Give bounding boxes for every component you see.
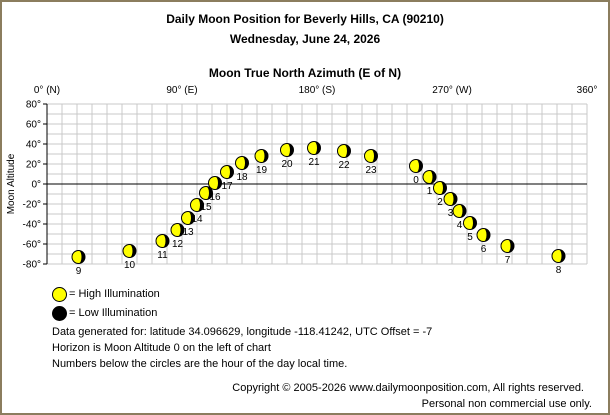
low-illumination-legend-label: = Low Illumination [69,307,158,319]
high-illumination-legend-label: = High Illumination [69,288,160,300]
hour-label: 15 [200,202,212,213]
hour-label: 11 [157,250,168,261]
hour-label: 3 [448,208,454,219]
y-axis-label: Moon Altitude [6,153,17,214]
moon-shadow-hour-3 [450,192,457,206]
y-tick-label: 20° [26,160,41,171]
hour-label: 13 [182,227,194,238]
moon-shadow-hour-22 [344,144,351,158]
x-tick-label: 180° (S) [299,85,336,96]
moon-shadow-hour-2 [440,181,447,195]
hour-label: 17 [221,181,233,192]
y-tick-label: -20° [23,200,41,211]
moon-shadow-hour-23 [371,149,378,163]
moon-shadow-hour-20 [287,143,294,157]
moon-shadow-hour-16 [215,176,222,190]
hour-label: 2 [437,197,443,208]
hour-label: 8 [556,265,562,276]
high-illumination-legend-dot [52,287,67,302]
moon-shadow-hour-17 [227,165,234,179]
moon-shadow-hour-1 [429,170,437,184]
note-hours: Numbers below the circles are the hour o… [52,358,348,370]
moon-shadow-hour-12 [177,223,184,237]
moon-shadow-hour-21 [314,141,321,155]
moon-shadow-hour-0 [416,159,423,173]
moon-shadow-hour-19 [261,149,268,163]
moon-shadow-hour-10 [129,244,137,258]
hour-label: 0 [413,175,419,186]
y-tick-label: 0° [31,180,41,191]
moon-shadow-hour-6 [483,228,491,242]
chart-title: Moon True North Azimuth (E of N) [208,66,402,80]
moon-shadow-hour-7 [507,239,514,253]
moon-shadow-hour-14 [197,198,204,212]
hour-label: 22 [338,160,350,171]
page-subtitle: Wednesday, June 24, 2026 [229,32,381,46]
x-tick-label: 360° [577,85,598,96]
hour-label: 1 [427,186,433,197]
moon-shadow-hour-4 [459,204,466,218]
personal-use-text: Personal non commercial use only. [421,398,592,410]
hour-label: 20 [281,159,293,170]
moon-shadow-hour-5 [470,216,477,230]
moon-shadow-hour-15 [206,186,213,200]
moon-shadow-hour-11 [162,234,169,248]
y-tick-label: 80° [26,100,41,111]
x-tick-label: 270° (W) [432,85,472,96]
hour-label: 16 [209,192,221,203]
hour-label: 6 [481,244,487,255]
hour-label: 18 [236,172,248,183]
hour-label: 19 [256,165,268,176]
x-tick-label: 90° (E) [166,85,197,96]
x-tick-label: 0° (N) [34,85,60,96]
moon-shadow-hour-8 [558,249,565,263]
y-tick-label: -60° [23,240,41,251]
hour-label: 23 [365,165,377,176]
y-tick-label: 60° [26,120,41,131]
moon-shadow-hour-9 [78,250,85,264]
hour-label: 5 [467,232,473,243]
moon-shadow-hour-18 [242,156,249,170]
hour-label: 12 [172,239,184,250]
copyright-text: Copyright © 2005-2026 www.dailymoonposit… [232,382,584,394]
y-tick-label: -40° [23,220,41,231]
hour-label: 9 [76,266,82,277]
low-illumination-legend-dot [52,306,67,321]
hour-label: 7 [505,255,511,266]
hour-label: 10 [124,260,136,271]
y-tick-label: -80° [23,260,41,271]
hour-label: 14 [191,214,203,225]
note-location: Data generated for: latitude 34.096629, … [52,326,433,338]
moon-shadow-hour-13 [188,211,195,225]
y-tick-label: 40° [26,140,41,151]
page-title: Daily Moon Position for Beverly Hills, C… [166,12,444,26]
note-horizon: Horizon is Moon Altitude 0 on the left o… [52,342,271,354]
hour-label: 4 [457,220,463,231]
hour-label: 21 [308,157,320,168]
